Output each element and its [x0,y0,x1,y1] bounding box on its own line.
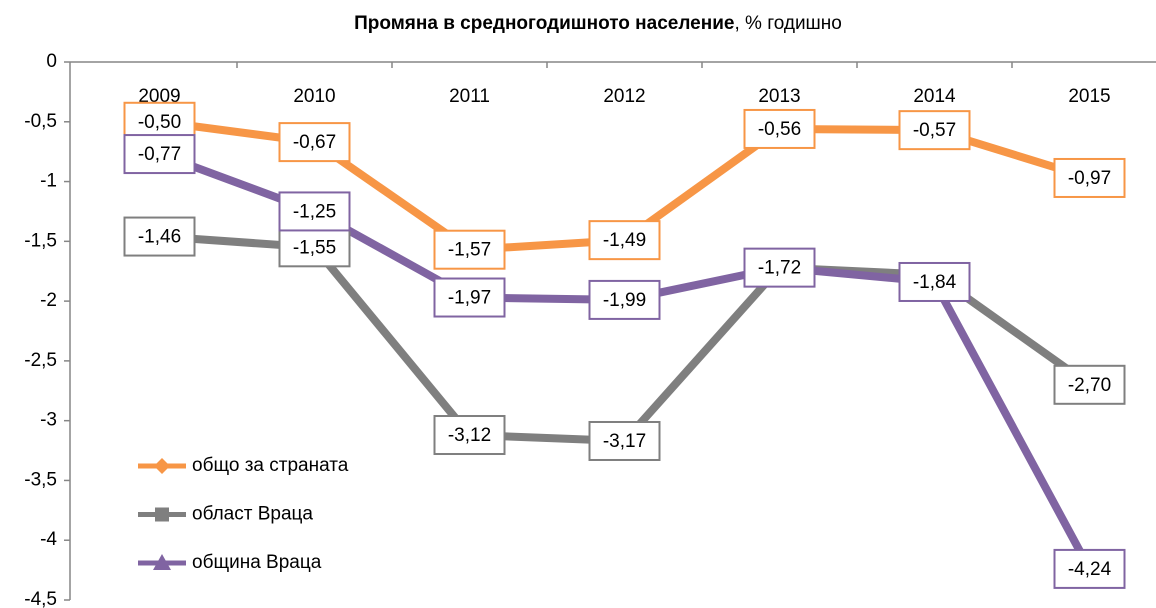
data-label-box [123,216,196,257]
x-tick-label: 2015 [1068,86,1110,107]
data-label: -0,67 [293,132,336,153]
x-tick-label: 2010 [293,86,335,107]
data-label-box [1053,548,1126,589]
data-label-box [588,420,661,461]
data-label: -0,97 [1068,168,1111,189]
data-label: -4,24 [1068,559,1112,580]
y-tick-label: -0,5 [24,111,57,132]
data-label-box [433,277,506,318]
legend-marker [153,554,171,570]
data-label: -1,25 [293,201,336,222]
data-label-box [743,108,816,149]
data-label-box [278,122,351,163]
legend-label: област Враца [192,504,313,525]
data-label: -3,17 [603,431,646,452]
data-label-box [433,415,506,456]
chart-title: Промяна в средногодишното население, % г… [354,13,842,34]
data-label-box [1053,364,1126,405]
data-label: -1,84 [913,272,957,293]
data-label-box [433,229,506,270]
x-tick-label: 2012 [603,86,645,107]
data-label: -1,55 [293,237,336,258]
legend-label: общо за страната [192,455,349,476]
data-label-box [743,247,816,288]
data-label-box [898,261,971,302]
data-label-box [588,220,661,261]
x-tick-label: 2014 [913,86,956,107]
data-label: -3,12 [448,425,491,446]
y-tick-label: 0 [46,51,57,72]
data-label: -1,99 [603,290,646,311]
legend-marker [155,507,169,522]
legend-marker [154,458,170,474]
y-tick-label: -1 [40,171,57,192]
x-tick-label: 2009 [138,86,180,107]
data-label-box [1053,157,1126,198]
y-tick-label: -3,5 [24,469,57,490]
legend-label: община Враца [192,552,322,573]
data-label: -1,49 [603,230,646,251]
y-tick-label: -4 [40,529,57,550]
data-label: -1,46 [138,227,181,248]
y-tick-label: -2,5 [24,350,57,371]
data-label: -1,57 [448,240,491,261]
data-label: -0,77 [138,144,181,165]
data-label: -1,72 [758,258,801,279]
title-main: Промяна в средногодишното население [354,13,734,34]
data-label-box [588,279,661,320]
data-label-box [278,191,351,232]
data-label: -0,57 [913,120,956,141]
x-tick-label: 2013 [758,86,800,107]
data-label-box [123,134,196,175]
data-label: -0,50 [138,112,181,133]
data-label: -2,70 [1068,375,1111,396]
data-label: -1,97 [448,288,491,309]
data-label-box [898,110,971,151]
y-tick-label: -4,5 [24,589,57,608]
data-label: -0,56 [758,119,801,140]
y-tick-label: -3 [40,410,57,431]
y-tick-label: -1,5 [24,230,57,251]
y-tick-label: -2 [40,290,57,311]
x-tick-label: 2011 [449,86,490,107]
title-suffix: , % годишно [734,13,841,34]
